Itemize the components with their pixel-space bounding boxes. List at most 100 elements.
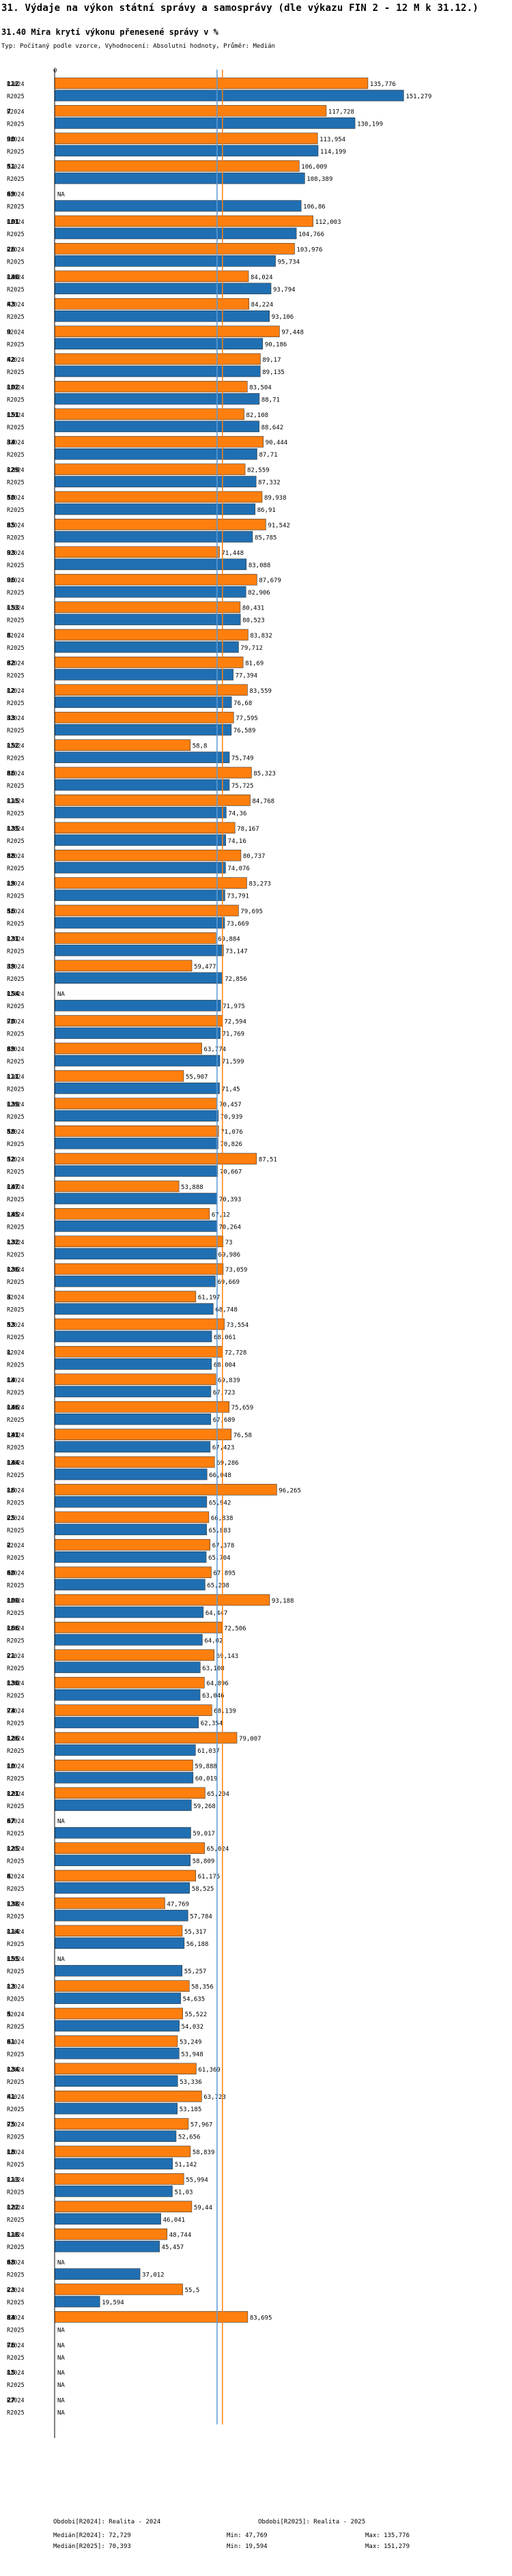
- series-label-r2025: R2025: [7, 1913, 25, 1920]
- value-label-r2025: 130,199: [357, 121, 383, 128]
- group-id-label: 25: [7, 1515, 15, 1522]
- bar-r2024: [54, 243, 295, 255]
- value-label-r2025: 64,447: [205, 1610, 228, 1617]
- value-label-r2025: 73,147: [225, 948, 248, 955]
- bar-r2025: [54, 2048, 180, 2059]
- value-label-r2025: 58,809: [193, 1859, 215, 1865]
- series-label-r2025: R2025: [7, 2024, 25, 2031]
- value-label-r2024: 80,737: [243, 853, 266, 860]
- series-label-r2025: R2025: [7, 838, 25, 845]
- group-id-label: 33: [7, 715, 15, 722]
- value-label-r2025: 75,749: [231, 756, 254, 762]
- bar-r2025: [54, 89, 404, 102]
- bar-r2025: [54, 1523, 207, 1536]
- group-id-label: 130: [7, 1680, 19, 1687]
- value-label-r2025: 70,264: [218, 1224, 241, 1231]
- group-id-label: 89: [7, 1046, 15, 1053]
- group-id-label: 132: [7, 1239, 19, 1246]
- bar-r2025: [54, 1330, 212, 1343]
- series-label-r2025: R2025: [7, 1721, 25, 1728]
- series-label-r2024: R2024: [7, 936, 25, 943]
- value-label-r2024: 113,954: [319, 137, 345, 143]
- bar-r2024: [54, 1429, 232, 1440]
- bar-r2024: [54, 1098, 218, 1110]
- series-label-r2025: R2025: [7, 700, 25, 707]
- value-label-r2024: 48,744: [169, 2232, 192, 2239]
- series-label-r2024: R2024: [7, 2398, 25, 2405]
- bar-r2024: [54, 1870, 197, 1882]
- series-label-r2025: R2025: [7, 231, 25, 238]
- bar-r2024: [54, 2090, 202, 2102]
- bar-r2025: [54, 1689, 201, 1701]
- series-label-r2024: R2024: [7, 908, 25, 915]
- bar-r2025: [54, 1165, 218, 1177]
- bar-r2024: [54, 1842, 205, 1854]
- bar-r2025: [54, 669, 233, 681]
- series-label-r2025: R2025: [7, 645, 25, 652]
- bar-r2025: [54, 2020, 180, 2032]
- bar-r2025: [54, 1634, 203, 1646]
- series-label-r2024: R2024: [7, 577, 25, 584]
- bar-r2025: [54, 1275, 216, 1287]
- series-label-r2024: R2024: [7, 1708, 25, 1715]
- value-label-r2025: 59,017: [193, 1831, 215, 1837]
- group-id-label: 16: [7, 1487, 15, 1494]
- series-label-r2025: R2025: [7, 1665, 25, 1672]
- bar-r2025: [54, 393, 260, 405]
- value-label-r2025: 87,71: [259, 452, 277, 459]
- series-label-r2025: R2025: [7, 1637, 25, 1644]
- series-label-r2024: R2024: [7, 1295, 25, 1302]
- series-label-r2024: R2024: [7, 1901, 25, 1908]
- bar-r2025: [54, 338, 264, 349]
- bar-r2025: [54, 1772, 194, 1784]
- bar-r2024: [54, 1042, 202, 1055]
- series-label-r2024: R2024: [7, 2094, 25, 2101]
- series-label-r2025: R2025: [7, 2355, 25, 2362]
- bar-r2024: [54, 1208, 210, 1220]
- series-label-r2025: R2025: [7, 1445, 25, 1452]
- series-label-r2025: R2025: [7, 1555, 25, 1562]
- value-label-r2024: 112,003: [315, 219, 341, 226]
- bar-r2024: [54, 684, 248, 696]
- bar-r2024: [54, 160, 300, 172]
- group-id-label: 100: [7, 1597, 19, 1605]
- bar-r2024: [54, 1594, 270, 1606]
- series-label-r2024: R2024: [7, 2343, 25, 2349]
- bar-r2025: [54, 807, 227, 818]
- bar-r2024: [54, 2063, 197, 2075]
- group-id-label: 74: [7, 1708, 15, 1715]
- value-label-r2024: 106,009: [301, 164, 327, 171]
- bar-r2024: [54, 657, 244, 668]
- value-label-r2025: 55,257: [184, 1969, 207, 1975]
- value-label-r2025: 72,856: [225, 976, 247, 983]
- bar-r2024: [54, 1456, 215, 1468]
- series-label-r2024: R2024: [7, 1763, 25, 1770]
- group-id-label: 14: [7, 1377, 15, 1384]
- value-label-r2025: 68,004: [214, 1362, 236, 1369]
- value-label-r2025: 82,906: [248, 590, 270, 597]
- series-label-r2025: R2025: [7, 1941, 25, 1948]
- bar-r2025: [54, 2268, 141, 2280]
- bar-r2025: [54, 1468, 208, 1480]
- series-label-r2025: R2025: [7, 562, 25, 569]
- value-label-r2024: 72,728: [225, 1349, 247, 1356]
- value-label-r2025: 51,03: [174, 2189, 193, 2196]
- value-label-r2024: 59,477: [194, 964, 216, 971]
- group-id-label: 140: [7, 274, 19, 281]
- footer-median-2024: Medián[R2024]: 72,729: [53, 2532, 131, 2539]
- series-label-r2024: R2024: [7, 1846, 25, 1853]
- group-id-label: 155: [7, 1956, 19, 1963]
- bar-r2025: [54, 448, 257, 460]
- series-label-r2025: R2025: [7, 1748, 25, 1755]
- bar-r2025: [54, 724, 232, 736]
- group-id-label: 85: [7, 521, 15, 529]
- bar-r2025: [54, 117, 356, 129]
- value-label-r2025: 71,599: [222, 1059, 244, 1065]
- series-label-r2024: R2024: [7, 798, 25, 805]
- bar-r2024: [54, 1732, 238, 1744]
- series-label-r2025: R2025: [7, 121, 25, 128]
- footer-min-2025: Min: 19,594: [227, 2543, 268, 2550]
- series-label-r2024: R2024: [7, 991, 25, 998]
- series-label-r2024: R2024: [7, 2067, 25, 2074]
